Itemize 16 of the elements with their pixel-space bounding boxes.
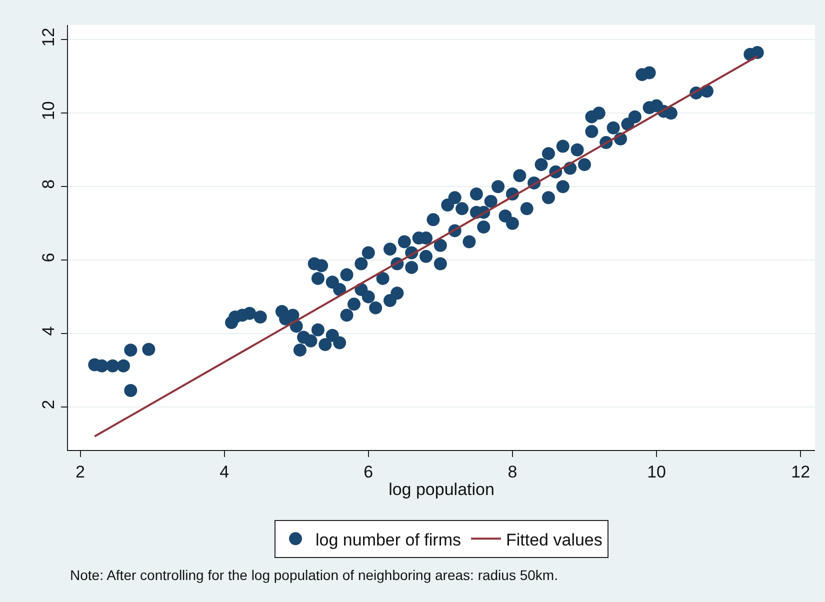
y-tick-label: 10 (39, 101, 58, 120)
x-axis-title: log population (388, 480, 494, 499)
x-tick-label: 8 (508, 462, 518, 482)
legend-label: Fitted values (506, 530, 602, 550)
y-tick-label: 12 (39, 28, 58, 47)
x-tick-label: 10 (647, 462, 666, 482)
legend-label: log number of firms (316, 530, 461, 550)
text: Note: After controlling for the log population of neighboring areas: radius 50km. (70, 567, 558, 583)
y-tick-label: 6 (39, 252, 58, 262)
x-tick-label: 6 (364, 462, 374, 482)
y-tick-label: 8 (39, 179, 58, 189)
x-tick-label: 12 (791, 462, 810, 482)
y-tick-label: 4 (39, 326, 58, 336)
y-tick-label: 2 (39, 400, 58, 410)
x-tick-label: 2 (76, 462, 85, 482)
x-tick-label: 4 (220, 462, 230, 482)
